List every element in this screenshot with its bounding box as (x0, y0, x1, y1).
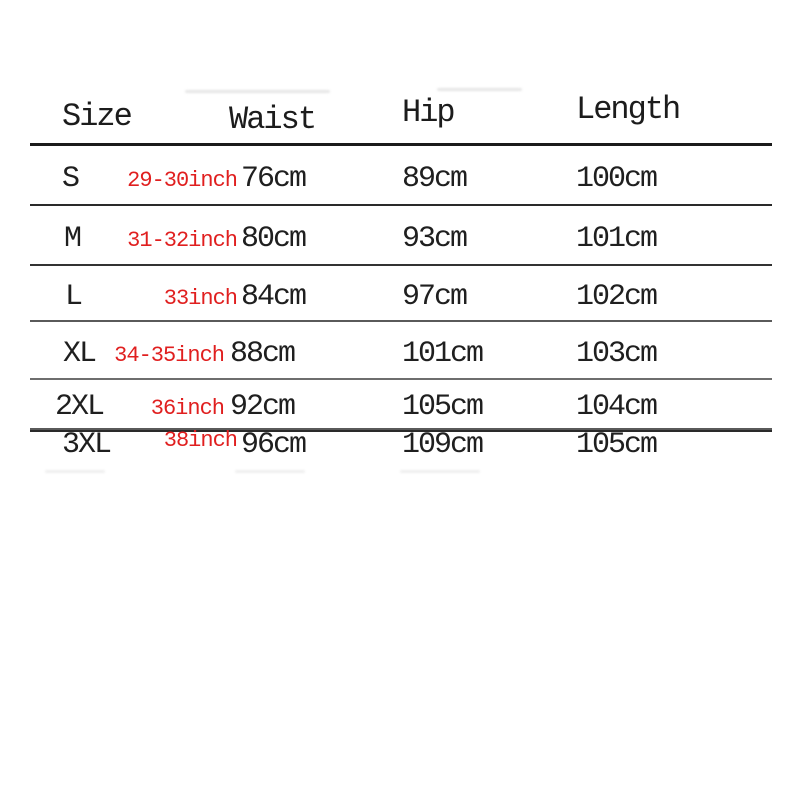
waist-cm-cell: 84cm (241, 280, 307, 314)
size-table: Size Waist Hip Length S 29-30inch 76cm 8… (30, 0, 772, 460)
size-cell: L (65, 280, 83, 314)
waist-cm-cell: 76cm (241, 162, 307, 196)
hip-cell: 97cm (402, 280, 468, 314)
length-cell: 103cm (576, 337, 658, 371)
table-row: L 33inch 84cm 97cm 102cm (30, 266, 772, 322)
column-header-hip: Hip (402, 94, 456, 131)
length-cell: 104cm (576, 390, 658, 424)
size-cell: M (64, 222, 82, 256)
hip-cell: 93cm (402, 222, 468, 256)
hip-cell: 105cm (402, 390, 484, 424)
table-row: 2XL 36inch 92cm 105cm 104cm (30, 380, 772, 430)
scan-artifact (185, 90, 330, 93)
table-row: 3XL 38inch 96cm 109cm 105cm (30, 430, 772, 460)
size-cell: XL (63, 337, 97, 371)
hip-cell: 89cm (402, 162, 468, 196)
scan-artifact (437, 88, 522, 91)
hip-cell: 109cm (402, 428, 484, 462)
size-cell: S (62, 162, 80, 196)
waist-inch-cell: 38inch (163, 428, 238, 453)
waist-inch-cell: 33inch (163, 286, 238, 311)
size-cell: 3XL (62, 428, 112, 462)
table-row: S 29-30inch 76cm 89cm 100cm (30, 146, 772, 206)
length-cell: 105cm (576, 428, 658, 462)
waist-cm-cell: 80cm (241, 222, 307, 256)
waist-cm-cell: 96cm (241, 428, 307, 462)
waist-cm-cell: 88cm (230, 337, 296, 371)
scan-artifact (45, 470, 105, 473)
scan-artifact (400, 470, 480, 473)
waist-cm-cell: 92cm (230, 390, 296, 424)
column-header-size: Size (62, 98, 133, 135)
table-header-row: Size Waist Hip Length (30, 0, 772, 146)
waist-inch-cell: 34-35inch (114, 343, 225, 368)
table-row: XL 34-35inch 88cm 101cm 103cm (30, 322, 772, 380)
length-cell: 100cm (576, 162, 658, 196)
column-header-waist: Waist (229, 101, 317, 138)
waist-inch-cell: 36inch (150, 396, 225, 421)
length-cell: 101cm (576, 222, 658, 256)
waist-inch-cell: 29-30inch (127, 168, 238, 193)
length-cell: 102cm (576, 280, 658, 314)
scan-artifact (235, 470, 305, 473)
waist-inch-cell: 31-32inch (127, 228, 238, 253)
size-cell: 2XL (55, 390, 105, 424)
column-header-length: Length (576, 91, 681, 128)
table-row: M 31-32inch 80cm 93cm 101cm (30, 206, 772, 266)
hip-cell: 101cm (402, 337, 484, 371)
